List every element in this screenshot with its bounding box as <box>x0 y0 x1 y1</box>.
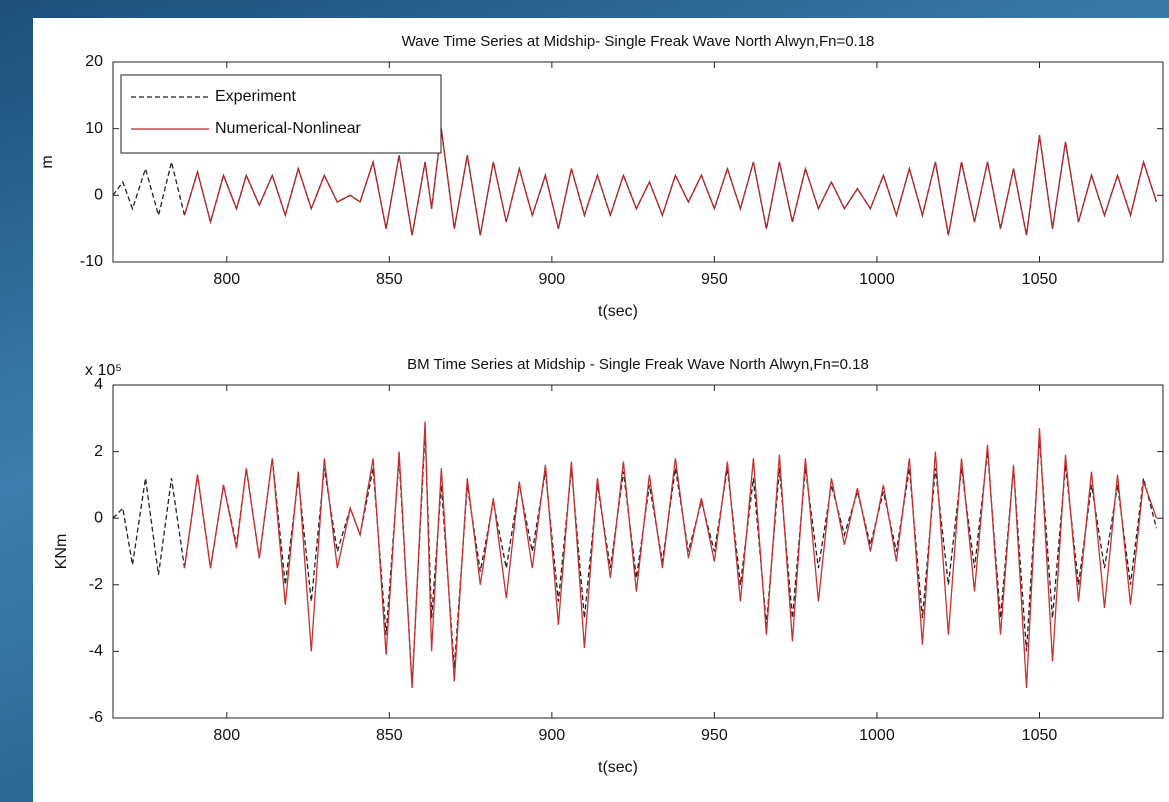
x-axis-label: t(sec) <box>598 303 638 320</box>
y-tick-label: 10 <box>85 120 103 137</box>
y-axis-label: m <box>39 155 56 168</box>
x-tick-label: 1050 <box>1022 727 1058 744</box>
x-tick-label: 1000 <box>859 271 895 288</box>
x-tick-label: 800 <box>213 727 240 744</box>
x-tick-label: 850 <box>376 271 403 288</box>
x-tick-label: 1050 <box>1022 271 1058 288</box>
y-tick-label: -4 <box>89 643 103 660</box>
x-tick-label: 950 <box>701 727 728 744</box>
data-line <box>183 128 1158 236</box>
legend-label: Numerical-Nonlinear <box>215 120 362 137</box>
data-line <box>113 431 1158 685</box>
y-tick-label: 20 <box>85 53 103 70</box>
x-tick-label: 950 <box>701 271 728 288</box>
plot-area <box>112 384 1164 719</box>
legend-box <box>120 74 442 154</box>
x-tick-label: 1000 <box>859 727 895 744</box>
y-tick-label: 0 <box>94 509 103 526</box>
y-tick-label: 2 <box>94 443 103 460</box>
chart-title: Wave Time Series at Midship- Single Frea… <box>402 33 875 50</box>
x-tick-label: 900 <box>539 727 566 744</box>
chart-title: BM Time Series at Midship - Single Freak… <box>407 356 869 373</box>
x-tick-label: 800 <box>213 271 240 288</box>
y-tick-label: -2 <box>89 576 103 593</box>
y-multiplier: x 10⁵ <box>85 362 122 379</box>
x-axis-label: t(sec) <box>598 759 638 776</box>
y-tick-label: 0 <box>94 187 103 204</box>
y-axis-label: KNm <box>53 534 70 570</box>
data-line <box>183 421 1158 689</box>
legend-label: Experiment <box>215 88 296 105</box>
x-tick-label: 900 <box>539 271 566 288</box>
y-tick-label: 4 <box>94 376 103 393</box>
y-tick-label: -6 <box>89 709 103 726</box>
x-tick-label: 850 <box>376 727 403 744</box>
y-tick-label: -10 <box>80 253 103 270</box>
